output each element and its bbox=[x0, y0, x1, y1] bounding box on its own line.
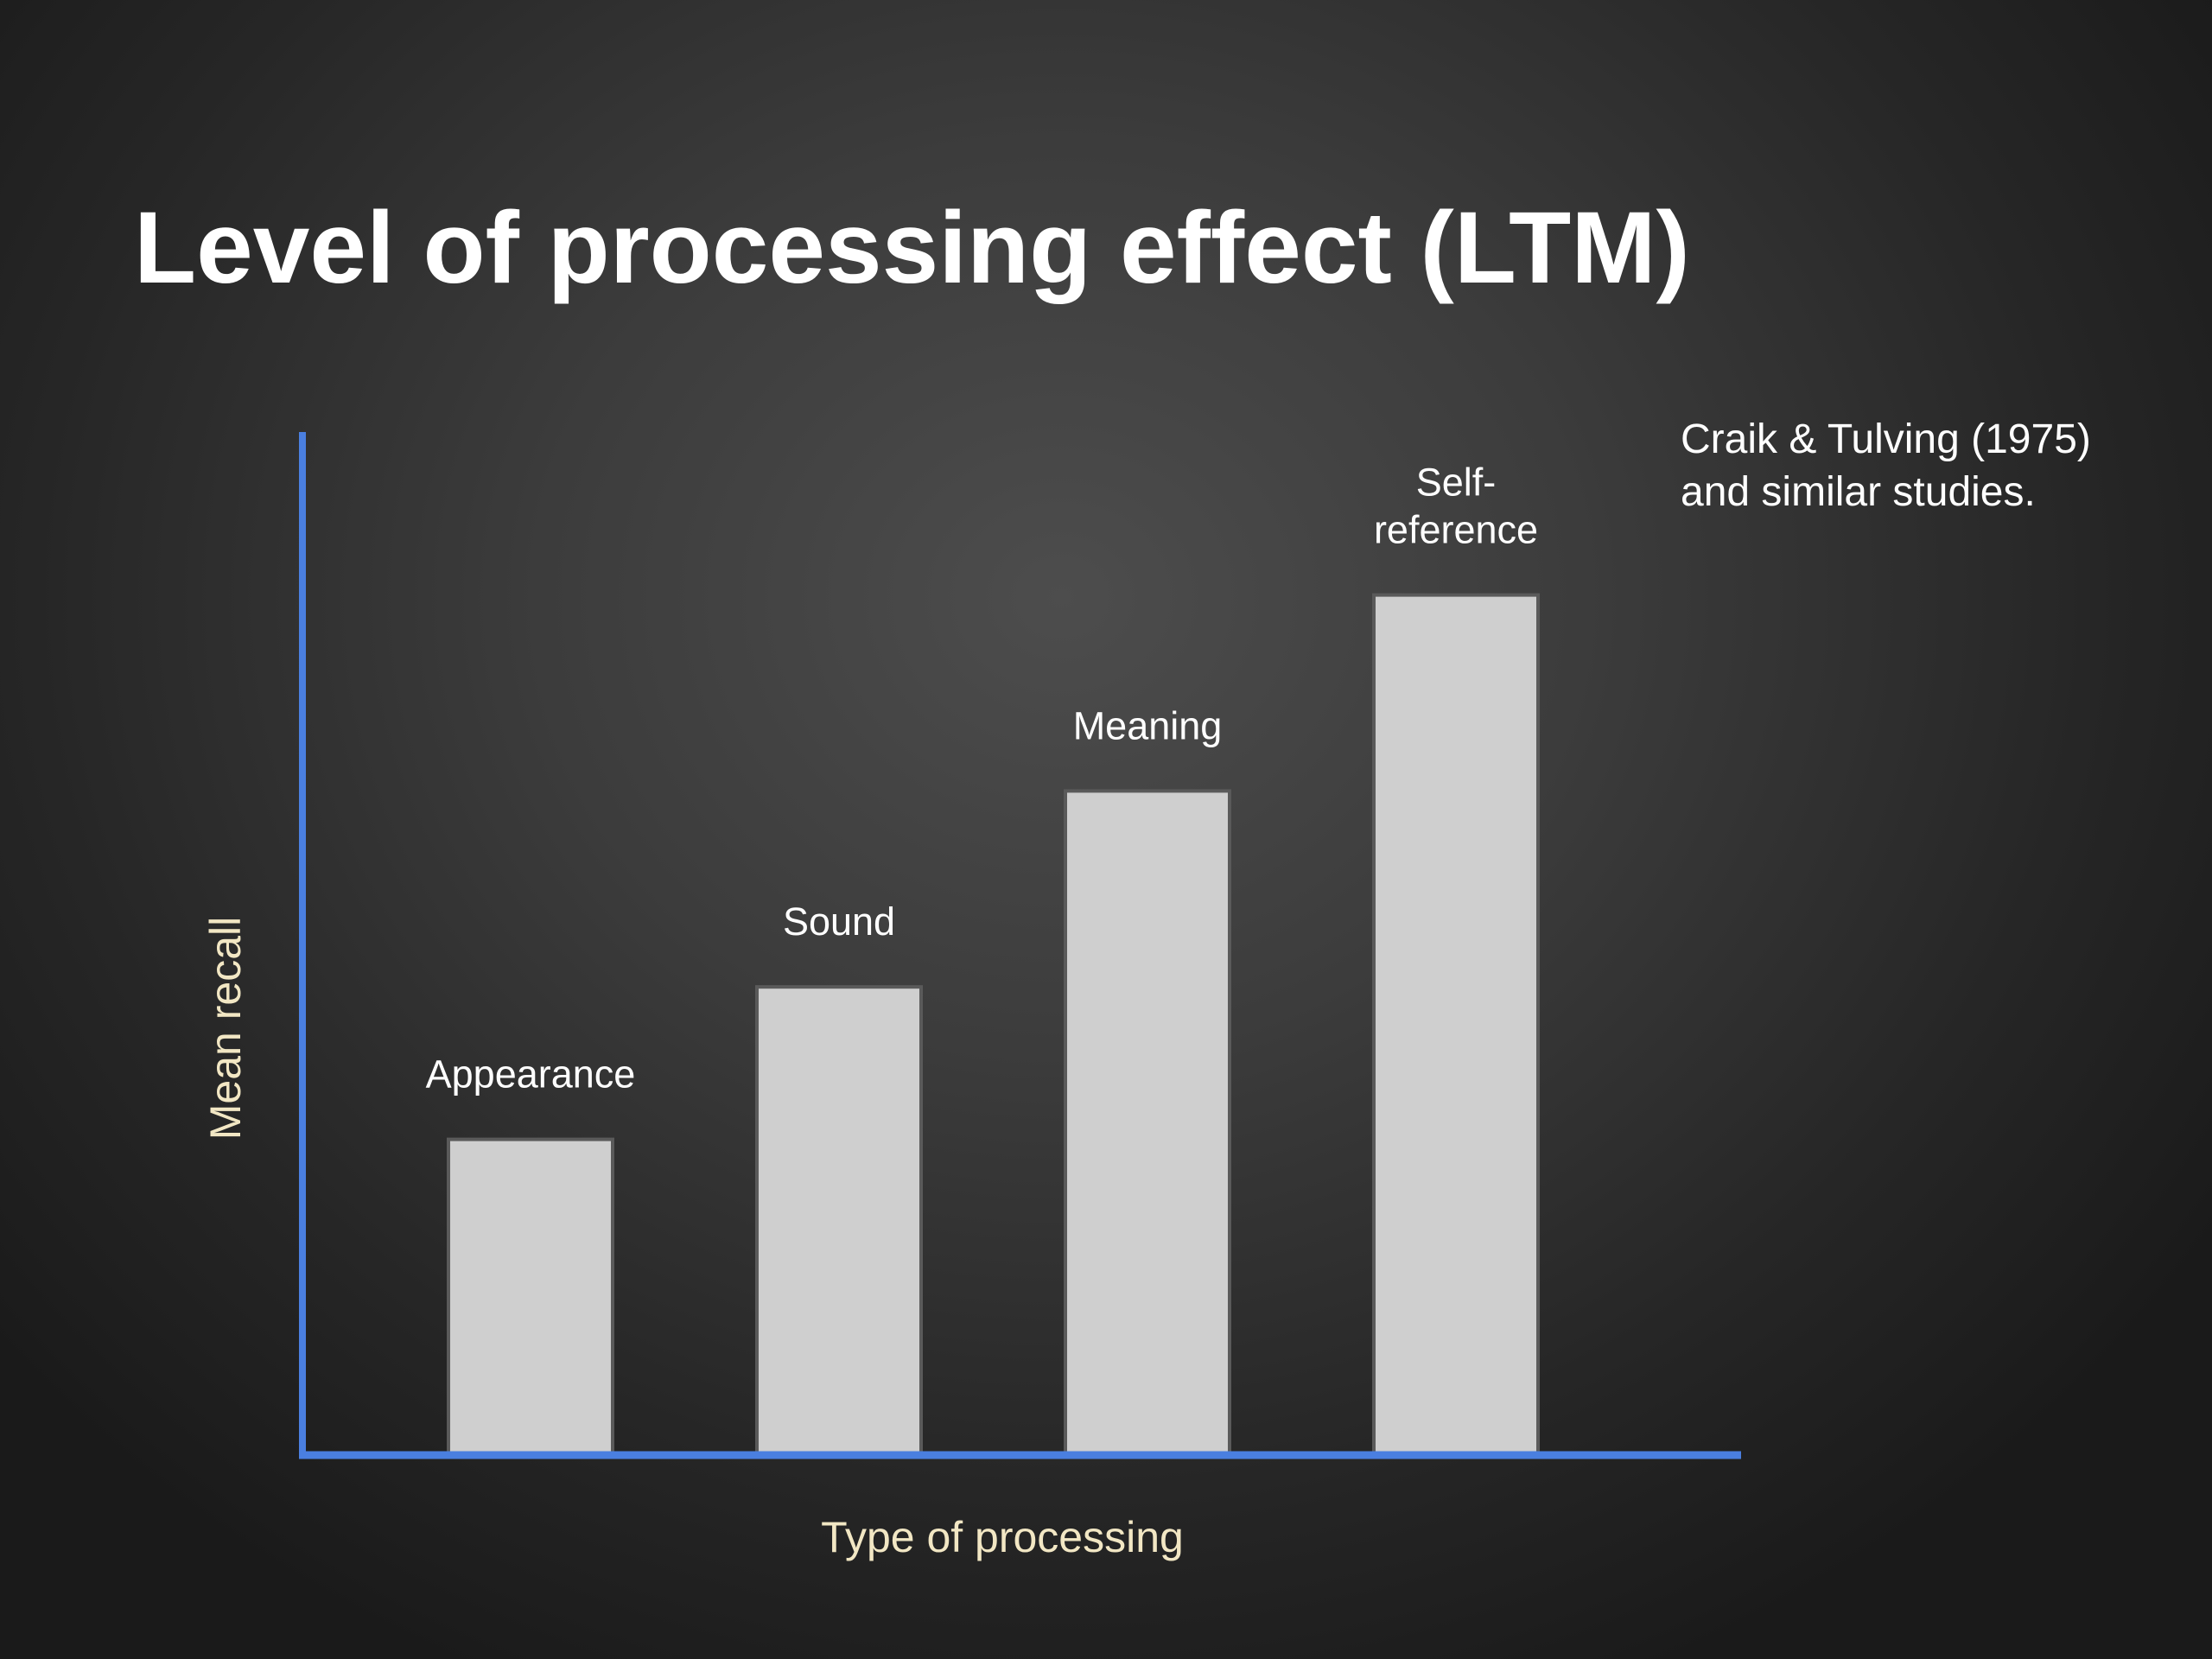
bar-meaning bbox=[1064, 789, 1231, 1457]
bar-category-label: Appearance bbox=[426, 1052, 636, 1096]
bar-appearance bbox=[447, 1137, 614, 1457]
bar-self-reference bbox=[1372, 593, 1540, 1457]
bar-category-label: Sound bbox=[783, 899, 895, 944]
source-note-line: and similar studies. bbox=[1681, 469, 2036, 515]
y-axis-title: Mean recall bbox=[201, 917, 250, 1140]
source-note: Craik & Tulving (1975) and similar studi… bbox=[1681, 413, 2091, 518]
bar-sound bbox=[755, 985, 923, 1457]
labels-layer: Appearance Sound Meaning Self-reference bbox=[426, 461, 1538, 1096]
slide-title: Level of processing effect (LTM) bbox=[134, 191, 1690, 305]
bars-layer bbox=[447, 593, 1540, 1457]
source-note-line: Craik & Tulving (1975) bbox=[1681, 416, 2091, 462]
bar-category-label-line: Appearance bbox=[426, 1052, 636, 1096]
bar-category-label-line: Meaning bbox=[1073, 703, 1223, 747]
bar-category-label-line: Self- bbox=[1416, 461, 1497, 505]
bar-category-label: Meaning bbox=[1073, 703, 1223, 747]
bar-category-label-line: reference bbox=[1374, 508, 1538, 552]
bar-category-label: Self-reference bbox=[1374, 461, 1538, 552]
bar-category-label-line: Sound bbox=[783, 899, 895, 944]
x-axis-title: Type of processing bbox=[821, 1513, 1184, 1561]
